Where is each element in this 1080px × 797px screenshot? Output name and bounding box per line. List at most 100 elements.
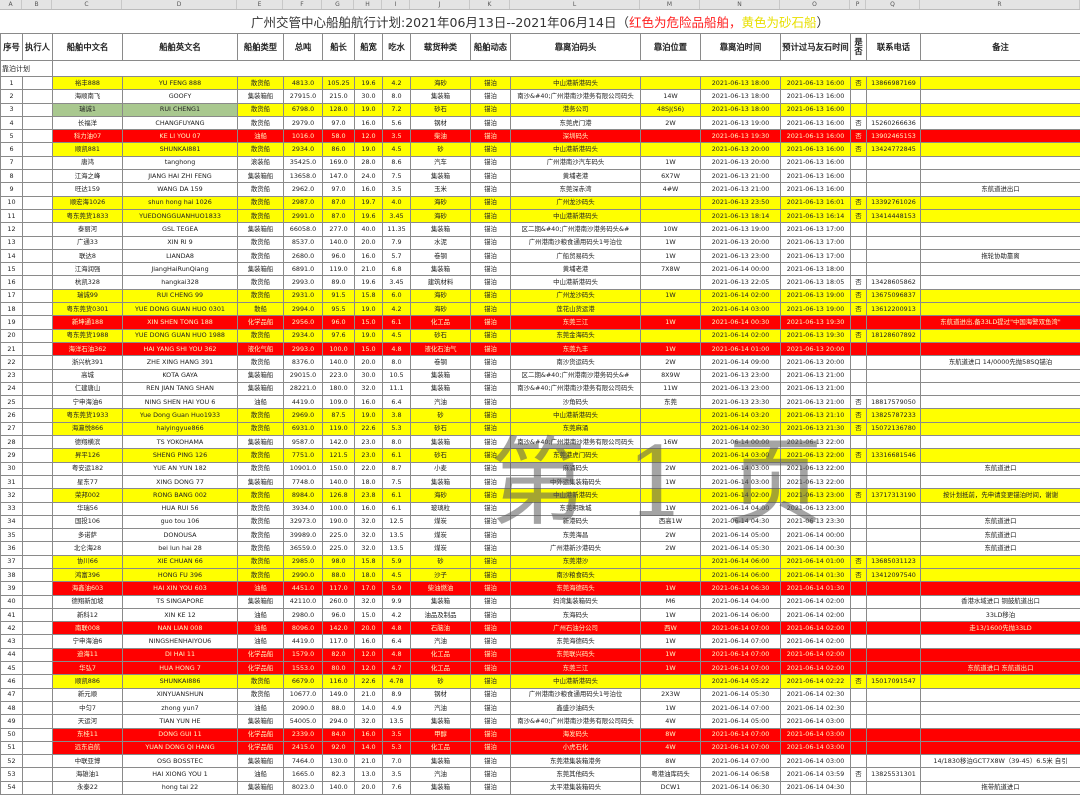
cell-beam[interactable]: 22.0 [354, 461, 383, 476]
cell-draft[interactable]: 5.9 [382, 581, 411, 596]
cell-time[interactable]: 2021-06-14 09:00 [700, 355, 781, 370]
cell-cargo[interactable]: 砂石 [410, 421, 471, 437]
cell-type[interactable]: 散货船 [237, 554, 284, 569]
cell-note[interactable] [920, 395, 1080, 410]
cell-gt[interactable]: 29015.0 [283, 368, 323, 383]
cell-type[interactable]: 油船 [237, 607, 284, 623]
cell-eta[interactable]: 2021-06-14 01:30 [780, 581, 851, 596]
cell-pos[interactable]: 2W [640, 528, 701, 543]
cell-draft[interactable]: 6.1 [382, 315, 411, 330]
cell-yn[interactable] [850, 341, 867, 357]
cell-beam[interactable]: 16.0 [354, 727, 383, 742]
column-header[interactable]: 执行人 [22, 33, 53, 61]
cell-gt[interactable]: 4419.0 [283, 395, 323, 410]
cell-type[interactable]: 液化气船 [237, 341, 284, 357]
cell-cargo[interactable]: 钢材 [410, 687, 471, 702]
cell-status[interactable]: 锚泊 [470, 75, 511, 91]
cell-draft[interactable]: 3.45 [382, 275, 411, 290]
cell-yn[interactable] [850, 780, 867, 796]
cell-draft[interactable]: 4.5 [382, 567, 411, 583]
cell-phone[interactable] [866, 169, 921, 184]
cell-gt[interactable]: 4451.0 [283, 581, 323, 596]
cell-cargo[interactable]: 海砂 [410, 488, 471, 503]
cell-cargo[interactable]: 集装箱 [410, 714, 471, 729]
cell-type[interactable]: 集装箱船 [237, 594, 284, 609]
cell-cn[interactable]: 杭凯328 [52, 275, 123, 290]
cell-pos[interactable] [640, 208, 701, 224]
cell-time[interactable]: 2021-06-14 06:58 [700, 767, 781, 782]
cell-draft[interactable]: 4.8 [382, 621, 411, 636]
cell-cn[interactable]: 江海之峰 [52, 169, 123, 184]
cell-note[interactable] [920, 208, 1080, 224]
cell-berth[interactable]: 中外运集装箱码头 [510, 474, 641, 490]
cell-len[interactable]: 92.0 [322, 740, 355, 756]
cell-en[interactable]: GSL TEGEA [122, 222, 238, 237]
cell-eta[interactable]: 2021-06-13 17:00 [780, 248, 851, 264]
cell-yn[interactable]: 否 [850, 129, 867, 144]
cell-beam[interactable]: 32.0 [354, 514, 383, 530]
cell-time[interactable]: 2021-06-13 18:00 [700, 102, 781, 117]
cell-type[interactable]: 散货船 [237, 182, 284, 197]
cell-len[interactable]: 116.0 [322, 674, 355, 689]
cell-no[interactable]: 47 [0, 687, 23, 702]
cell-gt[interactable]: 2934.0 [283, 142, 323, 157]
cell-type[interactable]: 集装箱船 [237, 89, 284, 104]
cell-time[interactable]: 2021-06-13 20:00 [700, 155, 781, 171]
cell-note[interactable] [920, 302, 1080, 317]
cell-en[interactable]: REN JIAN TANG SHAN [122, 381, 238, 397]
cell-en[interactable]: LIANDA8 [122, 248, 238, 264]
column-header[interactable]: 船舶英文名 [122, 33, 238, 61]
cell-draft[interactable]: 4.2 [382, 607, 411, 623]
cell-len[interactable]: 149.0 [322, 687, 355, 702]
cell-cargo[interactable]: 海砂 [410, 195, 471, 210]
cell-len[interactable]: 91.5 [322, 288, 355, 304]
cell-time[interactable]: 2021-06-13 23:00 [700, 381, 781, 397]
cell-time[interactable]: 2021-06-13 19:00 [700, 222, 781, 237]
cell-cn[interactable]: 中联亚博 [52, 754, 123, 769]
cell-beam[interactable]: 15.0 [354, 607, 383, 623]
cell-len[interactable]: 89.0 [322, 275, 355, 290]
cell-en[interactable]: DONG GUI 11 [122, 727, 238, 742]
cell-no[interactable]: 25 [0, 395, 23, 410]
cell-eta[interactable]: 2021-06-13 16:00 [780, 169, 851, 184]
cell-en[interactable]: SHUNKAI881 [122, 142, 238, 157]
cell-executor[interactable] [22, 674, 53, 689]
cell-draft[interactable]: 8.0 [382, 435, 411, 450]
cell-no[interactable]: 15 [0, 262, 23, 277]
cell-en[interactable]: KE LI YOU 07 [122, 129, 238, 144]
cell-cargo[interactable]: 集装箱 [410, 435, 471, 450]
cell-type[interactable]: 散货船 [237, 142, 284, 157]
cell-executor[interactable] [22, 474, 53, 490]
column-header[interactable]: 靠离泊时间 [700, 33, 781, 61]
cell-cargo[interactable]: 集装箱 [410, 780, 471, 796]
cell-type[interactable]: 油船 [237, 395, 284, 410]
cell-en[interactable]: XIN RI 9 [122, 235, 238, 250]
cell-en[interactable]: DONOUSA [122, 528, 238, 543]
cell-en[interactable]: XIN KE 12 [122, 607, 238, 623]
column-letter[interactable]: D [122, 0, 237, 9]
cell-len[interactable]: 128.0 [322, 102, 355, 117]
cell-draft[interactable]: 3.45 [382, 208, 411, 224]
cell-en[interactable]: TS SINGAPORE [122, 594, 238, 609]
cell-cargo[interactable]: 化工品 [410, 661, 471, 676]
cell-note[interactable] [920, 262, 1080, 277]
cell-executor[interactable] [22, 514, 53, 530]
cell-cargo[interactable]: 海砂 [410, 302, 471, 317]
cell-berth[interactable]: 东莞三江 [510, 661, 641, 676]
cell-no[interactable]: 11 [0, 208, 23, 224]
cell-beam[interactable]: 40.0 [354, 222, 383, 237]
cell-yn[interactable]: 否 [850, 567, 867, 583]
cell-status[interactable]: 锚泊 [470, 594, 511, 609]
cell-cargo[interactable]: 集装箱 [410, 89, 471, 104]
cell-phone[interactable]: 15017091547 [866, 674, 921, 689]
cell-draft[interactable]: 8.0 [382, 89, 411, 104]
cell-en[interactable]: XIE CHUAN 66 [122, 554, 238, 569]
cell-gt[interactable]: 35425.0 [283, 155, 323, 171]
cell-executor[interactable] [22, 634, 53, 649]
cell-beam[interactable]: 14.0 [354, 700, 383, 716]
cell-no[interactable]: 22 [0, 355, 23, 370]
cell-type[interactable]: 散船 [237, 302, 284, 317]
cell-cargo[interactable]: 海砂 [410, 208, 471, 224]
cell-note[interactable]: 香港水域进口 铜鼓航道出口 [920, 594, 1080, 609]
cell-eta[interactable]: 2021-06-14 02:22 [780, 674, 851, 689]
